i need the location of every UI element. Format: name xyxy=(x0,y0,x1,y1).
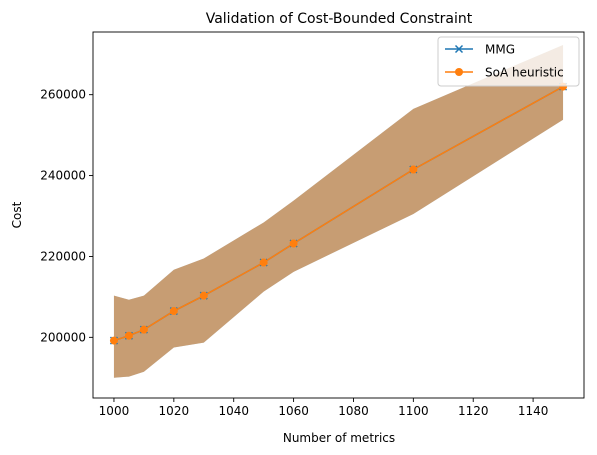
legend-mmg-label: MMG xyxy=(485,43,515,57)
x-tick-label: 1020 xyxy=(159,404,190,418)
x-tick-label: 1000 xyxy=(99,404,130,418)
x-tick-label: 1040 xyxy=(218,404,249,418)
legend-soa-marker xyxy=(455,68,463,76)
y-tick-label: 200000 xyxy=(40,330,86,344)
y-tick-label: 220000 xyxy=(40,249,86,263)
data-point-1-1 xyxy=(124,331,133,340)
legend-soa-label: SoA heuristic xyxy=(485,66,564,80)
x-axis-ticks: 1000 1020 1040 1060 1080 1100 1120 1140 xyxy=(99,398,549,418)
band-1 xyxy=(113,44,564,378)
data-point-1-4 xyxy=(199,291,208,300)
y-tick-label: 260000 xyxy=(40,88,86,102)
x-tick-label: 1140 xyxy=(518,404,549,418)
series-lines xyxy=(109,82,568,345)
y-axis-ticks: 200000 220000 240000 260000 xyxy=(40,88,93,344)
legend-mmg-marker xyxy=(454,44,464,54)
plot-frame xyxy=(92,31,585,399)
data-point-1-0 xyxy=(109,336,118,345)
legend-box xyxy=(437,36,580,87)
confidence-bands xyxy=(113,44,564,378)
y-tick-label: 240000 xyxy=(40,169,86,183)
x-axis-label: Number of metrics xyxy=(283,431,395,445)
x-tick-label: 1080 xyxy=(338,404,369,418)
x-tick-label: 1120 xyxy=(458,404,489,418)
data-point-1-6 xyxy=(289,239,298,248)
data-point-1-2 xyxy=(139,325,148,334)
x-tick-label: 1060 xyxy=(278,404,309,418)
x-tick-label: 1100 xyxy=(398,404,429,418)
data-point-1-7 xyxy=(409,165,418,174)
data-point-1-3 xyxy=(169,307,178,316)
y-axis-label: Cost xyxy=(10,201,24,228)
legend: MMG SoA heuristic xyxy=(437,36,580,87)
data-point-1-5 xyxy=(259,258,268,267)
chart-title: Validation of Cost-Bounded Constraint xyxy=(206,11,473,27)
